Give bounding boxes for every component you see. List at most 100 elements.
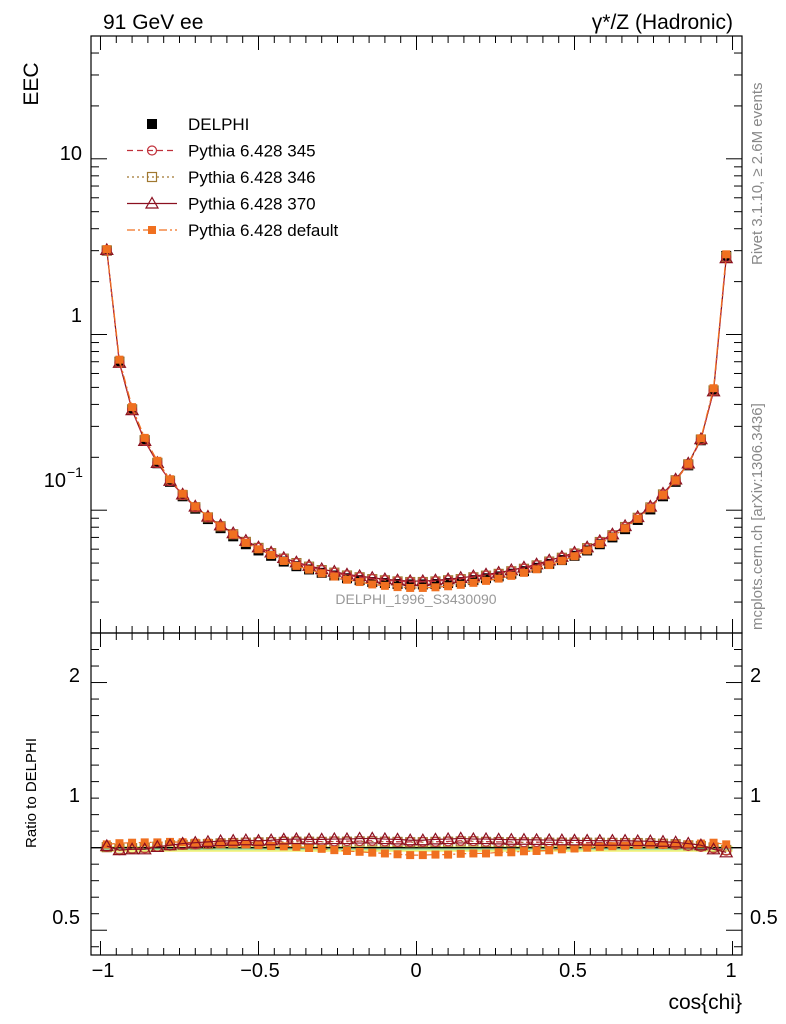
ratio-pythia-6-428-default-point (406, 851, 415, 860)
ratio-y-axis-label: Ratio to DELPHI (23, 738, 40, 848)
pythia-6-428-default-point (267, 550, 276, 559)
ratio-pythia-6-428-370-point (327, 831, 342, 845)
ratio-pythia-6-428-370-point (580, 833, 595, 846)
legend-marker-pythia-6-428-370 (144, 196, 160, 209)
pythia-6-428-default-point (570, 552, 579, 561)
ratio-pythia-6-428-default-point (696, 839, 705, 848)
ratio-pythia-6-428-default-point (380, 849, 389, 858)
ratio-pythia-6-428-370-point (175, 836, 190, 849)
ratio-pythia-6-428-default-point (684, 840, 693, 849)
ratio-pythia-6-428-default-point (267, 842, 276, 851)
ratio-ytick-left-2: 2 (69, 665, 80, 687)
ratio-pythia-6-428-default-point (418, 851, 427, 860)
ratio-pythia-6-428-default-point (545, 846, 554, 855)
ratio-pythia-6-428-default-point (305, 843, 314, 852)
ratio-pythia-6-428-370-point (655, 834, 671, 847)
legend: DELPHI Pythia 6.428 345 Pythia 6.428 346 Py… (127, 115, 339, 240)
legend-label-delphi: DELPHI (188, 115, 249, 134)
legend-label-pythia-6-428-346: Pythia 6.428 346 (188, 168, 316, 187)
ratio-pythia-6-428-370-point (276, 832, 291, 845)
ratio-ytick-left-0.5: 0.5 (52, 907, 80, 929)
pythia-6-428-default-line (106, 249, 727, 589)
legend-marker-pythia-6-428-345 (146, 145, 158, 156)
ratio-pythia-6-428-370-point (592, 833, 607, 846)
ratio-pythia-6-428-370-point (238, 833, 253, 846)
ratio-pythia-6-428-370-point (314, 832, 329, 845)
pythia-6-428-default-point (418, 583, 427, 592)
ratio-pythia-6-428-default-point (444, 850, 453, 859)
pythia-6-428-default-point (633, 514, 642, 523)
ratio-pythia-6-428-370-point (478, 831, 494, 845)
legend-label-pythia-6-428-default: Pythia 6.428 default (188, 221, 339, 240)
ratio-band-stat (100, 846, 733, 851)
pythia-6-428-default-point (166, 475, 175, 484)
ratio-pythia-6-428-default-point (229, 839, 238, 848)
pythia-6-428-default-point (229, 530, 238, 539)
ratio-pythia-6-428-370-point (719, 845, 734, 858)
ytick-label-0.1-base: 10 (44, 470, 66, 492)
ratio-pythia-6-428-370-point (643, 834, 658, 847)
pythia-6-428-default-point (317, 569, 326, 578)
pythia-6-428-370-line (106, 249, 727, 582)
pythia-6-428-default-point (279, 556, 288, 565)
pythia-6-428-default-point (380, 581, 389, 590)
ratio-ytick-right-2: 2 (750, 665, 761, 687)
ratio-pythia-6-428-370-point (605, 833, 620, 846)
main-series-layer (99, 242, 734, 592)
ratio-pythia-6-428-default-point (178, 838, 187, 847)
ratio-pythia-6-428-370-point (264, 833, 279, 846)
ratio-pythia-6-428-370-point (618, 833, 633, 846)
pythia-6-428-default-point (494, 574, 503, 583)
ratio-ytick-left-1: 1 (69, 785, 80, 807)
ratio-pythia-6-428-default-point (595, 842, 604, 851)
ratio-pythia-6-428-default-point (646, 840, 655, 849)
energy-title: 91 GeV ee (103, 11, 203, 34)
pythia-6-428-default-point (406, 583, 415, 592)
pythia-6-428-default-point (482, 576, 491, 585)
ratio-pythia-6-428-370-point (504, 832, 519, 845)
pythia-6-428-default-point (355, 578, 364, 587)
ratio-pythia-6-428-370-point (289, 831, 304, 845)
ratio-pythia-6-428-default-point (317, 844, 326, 853)
main-panel: EEC 10 1 10 −1 DELPHI_1996_S3430090 DELP… (20, 35, 743, 634)
pythia-6-428-default-point (646, 504, 655, 513)
legend-label-pythia-6-428-345: Pythia 6.428 345 (188, 142, 316, 161)
pythia-6-428-default-point (583, 546, 592, 555)
ratio-pythia-6-428-default-point (519, 847, 528, 856)
xtick-label-neg1: −1 (92, 960, 115, 982)
ratio-panel: Ratio to DELPHI 2 1 0.5 2 1 0.5 −1 −0.5 … (23, 632, 778, 1014)
pythia-6-428-345-point (670, 475, 681, 486)
ratio-pythia-6-428-default-point (557, 845, 566, 854)
pythia-6-428-default-point (254, 545, 263, 554)
xtick-label-neg0.5: −0.5 (240, 960, 279, 982)
ratio-pythia-6-428-370-point (137, 842, 152, 855)
ratio-pythia-6-428-370-point (150, 839, 165, 852)
xtick-label-1: 1 (725, 960, 736, 982)
ratio-pythia-6-428-default-point (203, 838, 212, 847)
ratio-pythia-6-428-default-point (355, 847, 364, 856)
xtick-label-0.5: 0.5 (559, 960, 587, 982)
ratio-pythia-6-428-default-point (330, 846, 339, 855)
pythia-6-428-default-point (431, 583, 440, 592)
ytick-label-1: 1 (71, 305, 82, 327)
mcplots-note: mcplots.cern.ch [arXiv:1306.3436] (749, 403, 766, 630)
ratio-pythia-6-428-default-point (583, 843, 592, 852)
legend-marker-pythia-6-428-346 (146, 171, 158, 183)
ratio-pythia-6-428-370-point (529, 832, 544, 846)
ratio-pythia-6-428-370-point (693, 837, 708, 851)
pythia-6-428-default-point (456, 580, 465, 589)
ratio-pythia-6-428-default-point (166, 837, 175, 846)
ratio-pythia-6-428-370-point (567, 833, 582, 846)
ratio-ytick-right-1: 1 (750, 785, 761, 807)
ratio-pythia-6-428-370-point (681, 836, 696, 849)
ratio-ytick-right-0.5: 0.5 (750, 907, 778, 929)
process-title: γ*/Z (Hadronic) (592, 11, 733, 34)
ratio-pythia-6-428-370-point (390, 832, 405, 845)
rivet-note: Rivet 3.1.10, ≥ 2.6M events (749, 83, 766, 266)
ratio-pythia-6-428-default-point (722, 840, 731, 849)
pythia-6-428-default-point (305, 565, 314, 574)
ratio-pythia-6-428-default-point (279, 842, 288, 851)
analysis-id-label: DELPHI_1996_S3430090 (335, 591, 496, 607)
xtick-label-0: 0 (410, 960, 421, 982)
